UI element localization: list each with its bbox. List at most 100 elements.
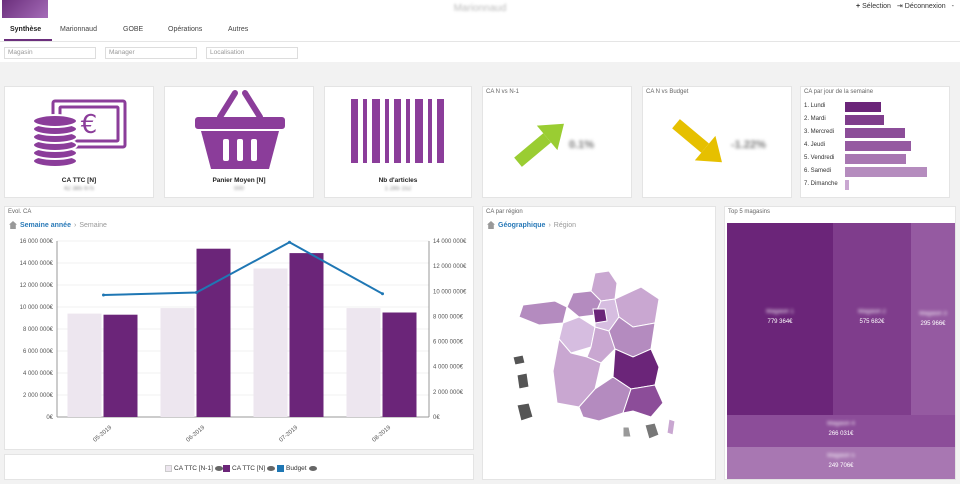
weekday-bar[interactable] [845,167,927,177]
brand-title: Marionnaud [453,3,507,14]
bar-ca-n1[interactable] [160,308,195,417]
top5-tile-3-value: 295 966€ [920,321,946,327]
kpi-panier-label: Panier Moyen [N] [212,177,266,184]
weekday-label: 6. Samedi [804,168,832,174]
bar-ca-n[interactable] [289,253,324,417]
trend-card-n1[interactable]: CA N vs N-1 0.1% [482,86,632,198]
home-icon[interactable] [9,221,17,229]
tab-autres[interactable]: Autres [228,26,249,33]
y-tick-right: 4 000 000€ [433,365,464,371]
weekday-bar[interactable] [845,180,850,190]
region-card: CA par région Géographique › Région [482,206,716,480]
y-tick-right: 6 000 000€ [433,340,464,346]
weekday-bar[interactable] [845,128,905,138]
eye-icon[interactable] [267,466,276,471]
tab-gobe[interactable]: GOBE [123,26,144,33]
bar-ca-n[interactable] [382,312,417,418]
weekday-label: 7. Dimanche [804,181,838,187]
bar-ca-n1[interactable] [253,268,288,418]
kpi-card-articles[interactable]: Nb d'articles 1 285 152 [324,86,472,198]
bar-ca-n1[interactable] [67,313,102,417]
bar-ca-n[interactable] [103,314,138,417]
budget-point [195,291,198,295]
y-tick-left: 10 000 000€ [20,305,54,311]
trend-budget-value: -1.22% [731,139,766,151]
top5-tile-2-value: 575 682€ [859,319,885,325]
breadcrumb-geographique[interactable]: Géographique [498,221,546,229]
top5-tile-1[interactable]: Magasin 1 779 364€ [727,223,833,415]
budget-point [381,292,384,296]
arrow-up-icon [514,123,564,167]
trend-n1-value: 0.1% [569,139,595,151]
top5-tile-5[interactable]: Magasin 5 249 706€ [727,447,955,479]
weekday-label: 1. Lundi [804,103,826,109]
map-region-corse[interactable] [666,418,676,436]
france-map[interactable] [483,207,717,481]
top5-tile-1-name: Magasin 1 [766,309,794,315]
map-dom-4[interactable] [644,422,660,440]
map-region-paris[interactable] [592,308,608,324]
legend-ca-n1[interactable]: CA TTC [N-1] [165,465,223,472]
y-tick-right: 12 000 000€ [433,264,467,270]
kpi-card-panier[interactable]: Panier Moyen [N] 000 [164,86,314,198]
breadcrumb-semaine-annee[interactable]: Semaine année [20,221,71,229]
filter-bar: Magasin Manager Localisation [0,42,960,62]
home-icon[interactable] [487,221,495,229]
svg-text:€: € [81,110,98,140]
weekday-bar[interactable] [845,154,907,164]
kpi-card-ca[interactable]: € CA TTC [N] 42 385 975 [4,86,154,198]
user-menu-button[interactable]: - [951,2,954,10]
tab-synthese[interactable]: Synthèse [10,26,42,33]
legend-swatch-budget [277,465,284,472]
budget-line [103,241,383,297]
top-bar: Marionnaud + Sélection ⇥ Déconnexion - [0,0,960,20]
map-dom-5[interactable] [622,426,632,438]
map-dom-1[interactable] [512,354,526,366]
legend-swatch-ca-n [223,465,230,472]
budget-point [288,240,291,244]
weekday-card[interactable]: CA par jour de la semaine 1. Lundi 2. Mar… [800,86,950,198]
bar-ca-n1[interactable] [346,308,381,417]
map-region-paca[interactable] [622,384,664,418]
y-tick-left: 12 000 000€ [20,283,54,289]
legend-ca-n-label: CA TTC [N] [232,465,266,472]
y-tick-right: 10 000 000€ [433,289,467,295]
y-tick-left: 8 000 000€ [23,327,54,333]
manager-filter[interactable]: Manager [105,47,197,59]
localisation-filter[interactable]: Localisation [206,47,298,59]
map-dom-3[interactable] [516,402,534,422]
app-logo[interactable] [2,0,48,18]
top5-tile-4[interactable]: Magasin 4 266 031€ [727,415,955,447]
logout-button[interactable]: ⇥ Déconnexion [897,2,946,11]
y-tick-right: 0€ [433,415,440,421]
bar-ca-n[interactable] [196,248,231,417]
top5-tile-2[interactable]: Magasin 2 575 682€ [833,223,911,415]
legend-budget[interactable]: Budget [277,465,317,472]
map-dom-2[interactable] [516,372,530,390]
breadcrumb-region[interactable]: Région [553,221,576,229]
legend-ca-n1-label: CA TTC [N-1] [174,465,213,472]
trend-card-budget[interactable]: CA N vs Budget -1.22% [642,86,792,198]
selection-button[interactable]: + Sélection [856,3,891,10]
map-region-bretagne[interactable] [518,300,568,326]
y-tick-left: 2 000 000€ [23,393,54,399]
eye-icon[interactable] [308,466,317,471]
tab-operations[interactable]: Opérations [168,26,203,33]
eye-icon[interactable] [214,466,223,471]
breadcrumb-semaine[interactable]: Semaine [79,221,107,229]
weekday-bar[interactable] [845,102,881,112]
tab-marionnaud[interactable]: Marionnaud [60,26,97,33]
y-tick-right: 8 000 000€ [433,314,464,320]
top5-tile-4-value: 266 031€ [828,431,854,437]
top5-tile-3[interactable]: Magasin 3 295 966€ [911,223,955,415]
legend-ca-n[interactable]: CA TTC [N] [223,465,276,472]
plus-icon: + [856,2,861,10]
magasin-filter[interactable]: Magasin [4,47,96,59]
weekday-bar[interactable] [845,141,911,151]
active-tab-indicator [4,39,52,41]
top5-tile-5-name: Magasin 5 [827,453,855,459]
chevron-right-icon: › [548,221,551,229]
weekday-bar[interactable] [845,115,884,125]
evol-breadcrumb: Semaine année › Semaine [9,221,107,229]
top5-tile-4-name: Magasin 4 [827,421,855,427]
